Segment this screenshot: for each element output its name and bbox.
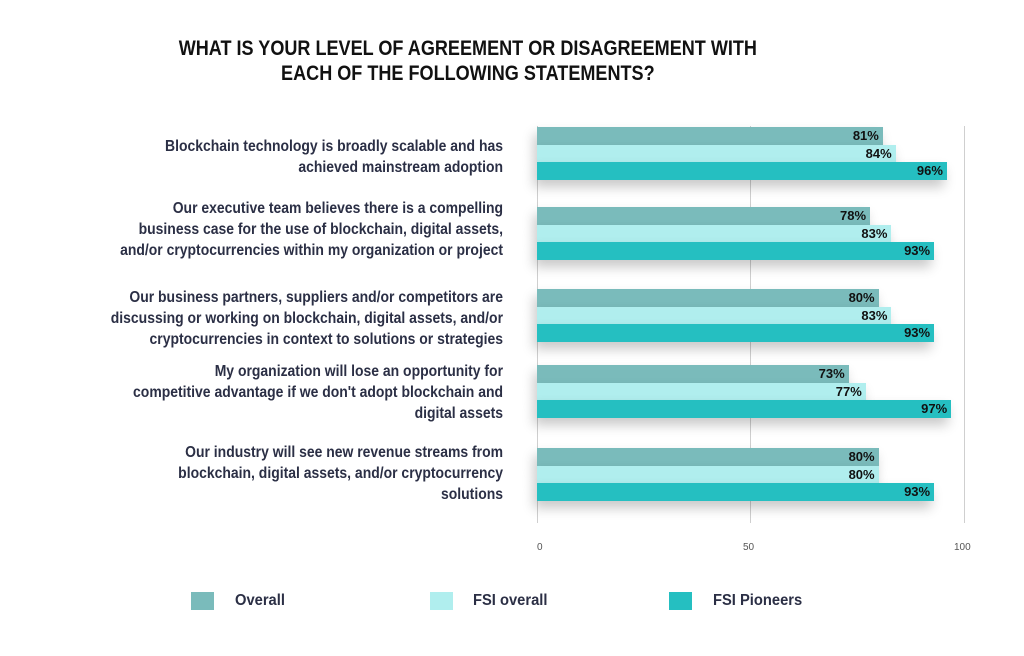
- category-label: Blockchain technology is broadly scalabl…: [35, 136, 503, 178]
- category-label-line: discussing or working on blockchain, dig…: [110, 310, 504, 327]
- x-tick-label: 0: [537, 542, 543, 553]
- value-label: 93%: [904, 484, 931, 500]
- value-label: 96%: [916, 163, 943, 179]
- category-label: Our business partners, suppliers and/or …: [35, 287, 503, 350]
- value-label: 73%: [818, 366, 845, 381]
- category-label-line: Our executive team believes there is a c…: [172, 200, 503, 217]
- value-label: 97%: [921, 401, 948, 417]
- category-label-line: blockchain, digital assets, and/or crypt…: [178, 465, 504, 482]
- legend-swatch-fsi-pioneers: [669, 592, 692, 610]
- bar-fsi-overall: 83%: [537, 224, 892, 243]
- legend-swatch-fsi-overall: [430, 592, 453, 610]
- chart-title-line: EACH OF THE FOLLOWING STATEMENTS?: [281, 62, 655, 85]
- legend-label-overall: Overall: [235, 592, 285, 609]
- bar-fsi-pioneers: 93%: [537, 483, 935, 501]
- category-label-line: solutions: [440, 486, 503, 503]
- bar-fsi-overall: 80%: [537, 465, 879, 484]
- category-label-line: digital assets: [414, 405, 503, 422]
- value-label: 80%: [848, 466, 875, 482]
- chart-title: WHAT IS YOUR LEVEL OF AGREEMENT OR DISAG…: [0, 36, 936, 86]
- bar-overall: 80%: [537, 448, 879, 466]
- value-label: 81%: [852, 128, 879, 143]
- category-label-line: My organization will lose an opportunity…: [214, 363, 503, 380]
- value-label: 80%: [848, 449, 875, 464]
- value-label: 93%: [904, 243, 931, 259]
- chart-title-line: WHAT IS YOUR LEVEL OF AGREEMENT OR DISAG…: [178, 37, 757, 60]
- category-label-line: business case for the use of blockchain,…: [138, 221, 503, 238]
- bar-overall: 81%: [537, 127, 883, 145]
- legend-label-fsi-pioneers: FSI Pioneers: [713, 592, 803, 609]
- category-label-line: cryptocurrencies in context to solutions…: [149, 331, 503, 348]
- value-label: 83%: [861, 225, 888, 241]
- bar-overall: 78%: [537, 207, 871, 225]
- bar-fsi-pioneers: 93%: [537, 324, 935, 342]
- x-tick-label: 50: [743, 542, 755, 553]
- value-label: 83%: [861, 307, 888, 323]
- bar-fsi-overall: 77%: [537, 382, 866, 401]
- x-tick-label: 100: [954, 542, 971, 553]
- bar-fsi-pioneers: 96%: [537, 162, 947, 180]
- bar-fsi-pioneers: 93%: [537, 242, 935, 260]
- value-label: 80%: [848, 290, 875, 305]
- bar-overall: 73%: [537, 365, 849, 383]
- legend-swatch-overall: [191, 592, 214, 610]
- category-label-line: competitive advantage if we don't adopt …: [133, 384, 503, 401]
- legend-label-fsi-overall: FSI overall: [473, 592, 548, 609]
- bar-fsi-overall: 84%: [537, 144, 896, 163]
- value-label: 84%: [865, 145, 892, 161]
- category-label-line: Our business partners, suppliers and/or …: [129, 289, 503, 306]
- category-label-line: Our industry will see new revenue stream…: [185, 444, 504, 461]
- value-label: 78%: [840, 208, 867, 223]
- bar-fsi-overall: 83%: [537, 306, 892, 325]
- category-label: My organization will lose an opportunity…: [35, 361, 503, 424]
- value-label: 77%: [835, 383, 862, 399]
- bar-fsi-pioneers: 97%: [537, 400, 952, 418]
- category-label-line: and/or cryptocurrencies within my organi…: [120, 242, 503, 259]
- category-label: Our industry will see new revenue stream…: [35, 442, 503, 505]
- category-label-line: achieved mainstream adoption: [298, 159, 503, 176]
- bar-overall: 80%: [537, 289, 879, 307]
- gridline-100: [964, 126, 965, 523]
- value-label: 93%: [904, 325, 931, 341]
- category-label-line: Blockchain technology is broadly scalabl…: [164, 138, 503, 155]
- category-label: Our executive team believes there is a c…: [35, 198, 503, 261]
